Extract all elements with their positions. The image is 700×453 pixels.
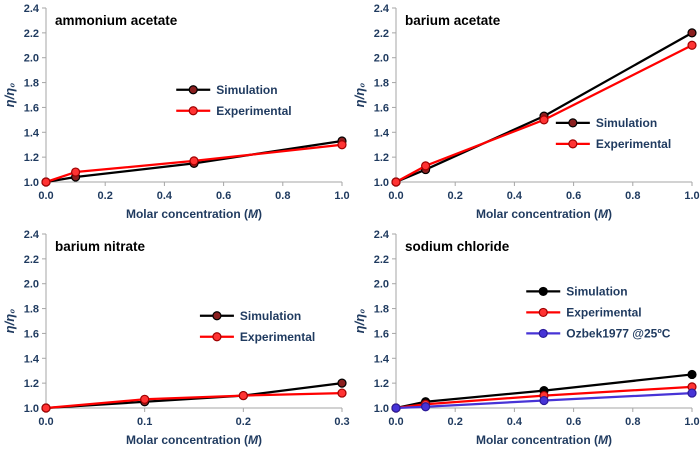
legend: Simulation Experimental xyxy=(176,83,292,118)
y-axis-label: η/η₀ xyxy=(2,83,17,108)
series-experimental xyxy=(391,40,697,187)
chart-barium-nitrate: 1.0 1.2 1.4 1.6 1.8 2.0 2.2 2.4 0.0 0.1 0.2 0.3 Mola… xyxy=(0,226,350,452)
y-tick-label: 2.2 xyxy=(24,254,39,266)
y-tick-label: 1.4 xyxy=(374,353,390,365)
y-tick-label: 1.8 xyxy=(374,78,389,90)
x-tick-label: 0.6 xyxy=(216,190,231,202)
x-tick-label: 0.8 xyxy=(625,416,640,428)
x-tick-label: 0.2 xyxy=(236,416,251,428)
y-tick-label: 2.0 xyxy=(24,53,39,65)
y-tick-label: 1.0 xyxy=(24,177,39,189)
y-tick-label: 2.2 xyxy=(24,28,39,40)
series-simulation xyxy=(41,378,347,413)
series-experimental xyxy=(41,140,347,187)
x-tick-label: 0.2 xyxy=(98,190,113,202)
y-tick-label: 1.2 xyxy=(24,378,39,390)
y-tick-label: 1.0 xyxy=(24,403,39,415)
chart-title: barium nitrate xyxy=(55,239,146,254)
y-tick-label: 2.0 xyxy=(374,279,389,291)
x-tick-label: 0.8 xyxy=(625,190,640,202)
series-simulation xyxy=(391,28,697,187)
legend: Simulation Experimental xyxy=(199,309,315,344)
x-tick-label: 0.4 xyxy=(157,190,173,202)
chart-svg: 1.0 1.2 1.4 1.6 1.8 2.0 2.2 2.4 0.0 0.2 0.4 0.6 0.8 1… xyxy=(2,3,350,221)
y-tick-label: 1.2 xyxy=(24,152,39,164)
y-tick-label: 1.8 xyxy=(374,304,389,316)
legend-label: Experimental xyxy=(566,305,641,319)
y-tick-label: 1.4 xyxy=(24,353,40,365)
y-tick-label: 2.2 xyxy=(374,28,389,40)
y-tick-label: 2.4 xyxy=(374,3,390,15)
chart-svg: 1.0 1.2 1.4 1.6 1.8 2.0 2.2 2.4 0.0 0.1 0.2 0.3 Mola… xyxy=(2,229,350,447)
y-tick-label: 2.4 xyxy=(374,229,390,241)
x-tick-label: 0.2 xyxy=(448,190,463,202)
y-axis-label: η/η₀ xyxy=(352,83,367,108)
x-tick-label: 0.4 xyxy=(507,416,523,428)
chart-ammonium-acetate: 1.0 1.2 1.4 1.6 1.8 2.0 2.2 2.4 0.0 0.2 0.4 0.6 0.8 1… xyxy=(0,0,350,226)
y-tick-label: 1.6 xyxy=(374,102,389,114)
x-tick-label: 0.6 xyxy=(566,416,581,428)
chart-sodium-chloride: 1.0 1.2 1.4 1.6 1.8 2.0 2.2 2.4 0.0 0.2 0.4 0.6 0.8 1… xyxy=(350,226,700,452)
y-axis-label: η/η₀ xyxy=(2,309,17,334)
x-tick-label: 1.0 xyxy=(684,416,699,428)
y-tick-label: 1.8 xyxy=(24,304,39,316)
x-axis-label: Molar concentration (M) xyxy=(126,433,262,447)
y-tick-label: 1.2 xyxy=(374,378,389,390)
x-tick-label: 0.0 xyxy=(388,190,403,202)
y-axis-label: η/η₀ xyxy=(352,309,367,334)
series-ozbek1977-25-c xyxy=(391,388,697,413)
y-tick-label: 1.0 xyxy=(374,177,389,189)
y-tick-label: 1.6 xyxy=(24,328,39,340)
x-axis-label: Molar concentration (M) xyxy=(476,433,612,447)
x-tick-label: 0.1 xyxy=(137,416,152,428)
y-tick-label: 1.0 xyxy=(374,403,389,415)
chart-svg: 1.0 1.2 1.4 1.6 1.8 2.0 2.2 2.4 0.0 0.2 0.4 0.6 0.8 1… xyxy=(352,3,700,221)
legend-label: Experimental xyxy=(596,137,671,151)
legend-label: Simulation xyxy=(216,83,277,97)
y-tick-label: 1.2 xyxy=(374,152,389,164)
y-tick-label: 2.2 xyxy=(374,254,389,266)
y-tick-label: 1.6 xyxy=(24,102,39,114)
y-tick-label: 2.4 xyxy=(24,3,40,15)
legend: Simulation Experimental xyxy=(555,116,671,151)
y-tick-label: 1.8 xyxy=(24,78,39,90)
legend-label: Simulation xyxy=(566,284,627,298)
x-tick-label: 0.3 xyxy=(334,416,349,428)
y-tick-label: 1.4 xyxy=(24,127,40,139)
x-tick-label: 0.4 xyxy=(507,190,523,202)
legend-label: Simulation xyxy=(596,116,657,130)
x-axis-label: Molar concentration (M) xyxy=(476,207,612,221)
x-tick-label: 0.2 xyxy=(448,416,463,428)
chart-svg: 1.0 1.2 1.4 1.6 1.8 2.0 2.2 2.4 0.0 0.2 0.4 0.6 0.8 1… xyxy=(352,229,700,447)
chart-barium-acetate: 1.0 1.2 1.4 1.6 1.8 2.0 2.2 2.4 0.0 0.2 0.4 0.6 0.8 1… xyxy=(350,0,700,226)
y-tick-label: 2.0 xyxy=(374,53,389,65)
y-tick-label: 2.4 xyxy=(24,229,40,241)
legend-label: Experimental xyxy=(216,104,291,118)
legend-label: Simulation xyxy=(240,309,301,323)
legend-label: Experimental xyxy=(240,330,315,344)
legend-label: Ozbek1977 @25ºC xyxy=(566,326,670,340)
chart-title: sodium chloride xyxy=(405,239,510,254)
chart-title: barium acetate xyxy=(405,13,501,28)
x-tick-label: 1.0 xyxy=(334,190,349,202)
x-axis-label: Molar concentration (M) xyxy=(126,207,262,221)
series-experimental xyxy=(41,388,347,413)
x-tick-label: 0.0 xyxy=(38,416,53,428)
x-tick-label: 0.6 xyxy=(566,190,581,202)
y-tick-label: 1.4 xyxy=(374,127,390,139)
y-tick-label: 1.6 xyxy=(374,328,389,340)
x-tick-label: 1.0 xyxy=(684,190,699,202)
x-tick-label: 0.8 xyxy=(275,190,290,202)
chart-title: ammonium acetate xyxy=(55,13,178,28)
legend: Simulation Experimental Ozbek1977 @25ºC xyxy=(526,284,671,340)
x-tick-label: 0.0 xyxy=(388,416,403,428)
x-tick-label: 0.0 xyxy=(38,190,53,202)
y-tick-label: 2.0 xyxy=(24,279,39,291)
